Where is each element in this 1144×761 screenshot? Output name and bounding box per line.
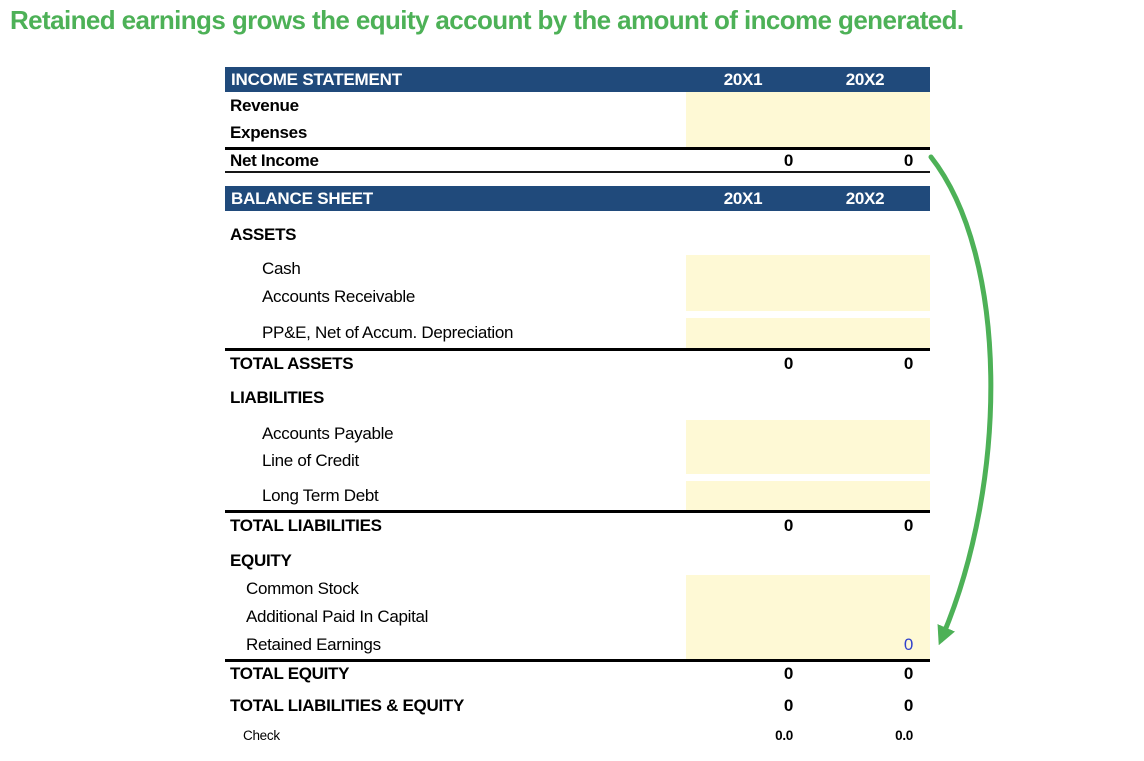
- input-cells-accounts-receivable[interactable]: [686, 283, 930, 311]
- year-columns: 20X1 20X2: [686, 67, 930, 92]
- row-label: Additional Paid In Capital: [246, 607, 429, 626]
- page-title: Retained earnings grows the equity accou…: [10, 5, 964, 35]
- row-total-liabilities: TOTAL LIABILITIES 0 0: [225, 510, 930, 539]
- row-label: TOTAL EQUITY: [230, 664, 350, 683]
- row-total-equity: TOTAL EQUITY 0 0: [225, 659, 930, 686]
- equity-section-label: EQUITY: [225, 547, 930, 575]
- row-net-income: Net Income 0 0: [225, 147, 930, 173]
- year-columns: 20X1 20X2: [686, 186, 930, 211]
- row-label: Long Term Debt: [262, 485, 379, 505]
- cell-tle-20x2: 0: [903, 696, 913, 715]
- cell-net-income-20x1: 0: [783, 150, 793, 170]
- input-cells-revenue[interactable]: [686, 92, 930, 119]
- col-20x2: 20X2: [845, 69, 885, 89]
- cell-total-equity-20x2: 0: [903, 664, 913, 683]
- section-label: LIABILITIES: [230, 387, 324, 407]
- cell-total-liabilities-20x1: 0: [783, 516, 793, 535]
- row-total-liabilities-equity: TOTAL LIABILITIES & EQUITY 0 0: [225, 693, 930, 719]
- input-cells-common-stock[interactable]: [686, 575, 930, 603]
- value-cells: 0.0 0.0: [686, 723, 930, 747]
- row-label: Common Stock: [246, 579, 359, 598]
- col-20x1: 20X1: [723, 188, 763, 208]
- value-cells: 0 0: [686, 150, 930, 171]
- financial-model-table: INCOME STATEMENT 20X1 20X2 Revenue Expen…: [225, 67, 930, 747]
- cell-total-assets-20x1: 0: [783, 353, 793, 373]
- row-revenue: Revenue: [225, 92, 930, 119]
- row-cash: Cash: [225, 255, 930, 283]
- cell-re-20x2[interactable]: 0: [903, 635, 913, 654]
- section-title: BALANCE SHEET: [231, 188, 373, 208]
- input-cells-apic[interactable]: [686, 603, 930, 631]
- income-statement-header: INCOME STATEMENT 20X1 20X2: [225, 67, 930, 92]
- section-title: INCOME STATEMENT: [231, 69, 402, 89]
- cell-total-liabilities-20x2: 0: [903, 516, 913, 535]
- value-cells: 0 0: [686, 351, 930, 376]
- input-cells-retained-earnings[interactable]: 0: [686, 631, 930, 659]
- row-ppe: PP&E, Net of Accum. Depreciation: [225, 318, 930, 348]
- value-cells: 0 0: [686, 513, 930, 539]
- row-label: Revenue: [230, 95, 299, 115]
- row-label: Accounts Receivable: [262, 287, 416, 306]
- input-cells-accounts-payable[interactable]: [686, 420, 930, 447]
- row-label: Line of Credit: [262, 450, 359, 470]
- row-line-of-credit: Line of Credit: [225, 447, 930, 474]
- input-cells-ppe[interactable]: [686, 318, 930, 348]
- row-common-stock: Common Stock: [225, 575, 930, 603]
- row-accounts-payable: Accounts Payable: [225, 420, 930, 447]
- row-label: TOTAL ASSETS: [230, 353, 354, 373]
- cell-tle-20x1: 0: [783, 696, 793, 715]
- row-retained-earnings: Retained Earnings 0: [225, 631, 930, 659]
- input-cells-line-of-credit[interactable]: [686, 447, 930, 474]
- row-accounts-receivable: Accounts Receivable: [225, 283, 930, 311]
- row-long-term-debt: Long Term Debt: [225, 481, 930, 510]
- input-cells-expenses[interactable]: [686, 119, 930, 147]
- row-label: Expenses: [230, 123, 307, 142]
- value-cells: 0 0: [686, 693, 930, 719]
- section-label: ASSETS: [230, 224, 297, 244]
- row-label: Cash: [262, 259, 301, 278]
- section-label: EQUITY: [230, 551, 292, 570]
- col-20x2: 20X2: [845, 188, 885, 208]
- input-cells-long-term-debt[interactable]: [686, 481, 930, 510]
- row-total-assets: TOTAL ASSETS 0 0: [225, 348, 930, 376]
- cell-net-income-20x2: 0: [903, 150, 913, 170]
- row-check: Check 0.0 0.0: [225, 723, 930, 747]
- row-label: PP&E, Net of Accum. Depreciation: [262, 323, 514, 342]
- row-expenses: Expenses: [225, 119, 930, 147]
- row-label: Retained Earnings: [246, 635, 381, 654]
- cell-check-20x2: 0.0: [895, 727, 913, 743]
- row-label: Net Income: [230, 150, 319, 170]
- row-label: Check: [243, 727, 280, 743]
- col-20x1: 20X1: [723, 69, 763, 89]
- row-additional-paid-in-capital: Additional Paid In Capital: [225, 603, 930, 631]
- input-cells-cash[interactable]: [686, 255, 930, 283]
- cell-total-assets-20x2: 0: [903, 353, 913, 373]
- liabilities-section-label: LIABILITIES: [225, 384, 930, 411]
- balance-sheet-header: BALANCE SHEET 20X1 20X2: [225, 186, 930, 211]
- assets-section-label: ASSETS: [225, 221, 930, 248]
- value-cells: 0 0: [686, 662, 930, 686]
- row-label: TOTAL LIABILITIES: [230, 516, 382, 535]
- arrow-curve: [928, 154, 994, 646]
- cell-total-equity-20x1: 0: [783, 664, 793, 683]
- row-label: Accounts Payable: [262, 423, 394, 443]
- row-label: TOTAL LIABILITIES & EQUITY: [230, 696, 464, 715]
- cell-check-20x1: 0.0: [775, 727, 793, 743]
